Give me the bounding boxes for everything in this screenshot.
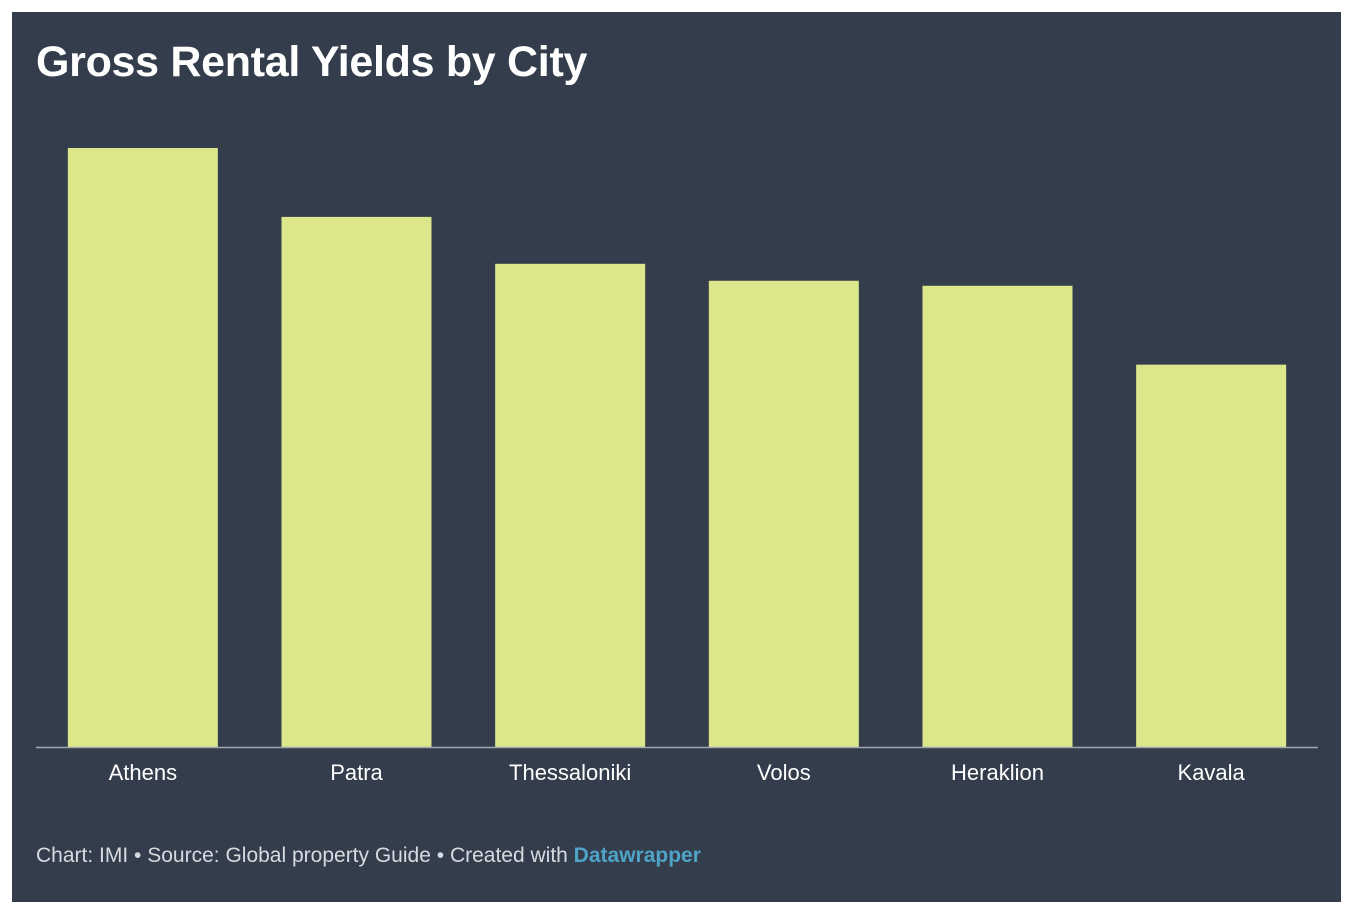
separator-2: •: [436, 844, 445, 867]
x-tick-label-thessaloniki: Thessaloniki: [509, 760, 631, 785]
chart-credit: Chart: IMI: [36, 844, 129, 867]
x-tick-label-athens: Athens: [109, 760, 178, 785]
chart-panel: Gross Rental Yields by City Athens Patra T…: [12, 12, 1341, 902]
created-with-text: Created with: [449, 844, 568, 867]
separator-1: •: [134, 844, 142, 867]
bar-heraklion: [922, 285, 1073, 747]
bar-volos: [708, 280, 859, 747]
datawrapper-link[interactable]: Datawrapper: [573, 844, 701, 867]
x-tick-label-volos: Volos: [757, 760, 811, 785]
bar-patra: [281, 216, 432, 747]
x-tick-label-patra: Patra: [330, 760, 383, 785]
source-text: Source: Global property Guide: [147, 844, 431, 867]
chart-footer: Chart: IMI • Source: Global property Gui…: [36, 844, 701, 868]
bar-kavala: [1136, 364, 1287, 747]
bar-chart: Athens Patra Thessaloniki Volos Heraklion Kav…: [36, 148, 1318, 785]
bar-thessaloniki: [495, 263, 646, 747]
chart-title: Gross Rental Yields by City: [36, 38, 588, 86]
bar-athens: [67, 148, 218, 747]
x-tick-label-heraklion: Heraklion: [951, 760, 1044, 785]
x-tick-label-kavala: Kavala: [1178, 760, 1246, 785]
